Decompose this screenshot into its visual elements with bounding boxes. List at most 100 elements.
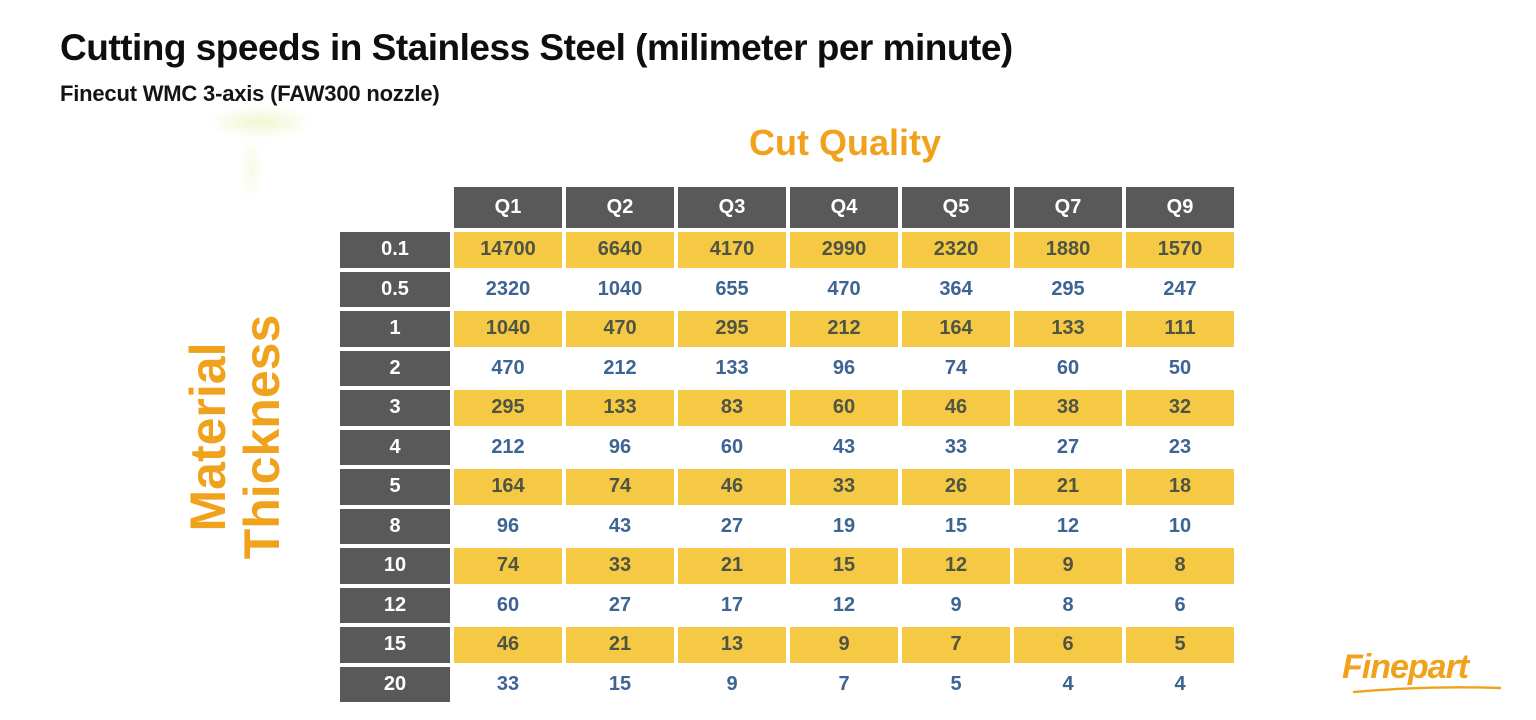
cell-8-q5: 15 [902,508,1010,544]
cell-8-q1: 96 [454,508,562,544]
cell-3-q5: 46 [902,390,1010,426]
row-header-10: 10 [340,548,450,584]
cell-2-q3: 133 [678,350,786,386]
cell-2-q5: 74 [902,350,1010,386]
cell-20-q9: 4 [1126,666,1234,702]
column-header-q5: Q5 [902,187,1010,228]
cell-15-q1: 46 [454,627,562,663]
column-header-q1: Q1 [454,187,562,228]
faint-artifact-smudge [238,135,264,205]
cell-20-q1: 33 [454,666,562,702]
cell-12-q1: 60 [454,587,562,623]
cell-12-q2: 27 [566,587,674,623]
cell-20-q4: 7 [790,666,898,702]
cell-2-q1: 470 [454,350,562,386]
cell-10-q1: 74 [454,548,562,584]
cell-8-q2: 43 [566,508,674,544]
cell-0.1-q3: 4170 [678,232,786,268]
cell-4-q1: 212 [454,429,562,465]
row-header-15: 15 [340,627,450,663]
cell-0.1-q5: 2320 [902,232,1010,268]
speed-table: Q1 Q2 Q3 Q4 Q5 Q7 Q9 0.1 14700 6640 4170 2990 2320 18… [340,187,1234,702]
row-header-8: 8 [340,508,450,544]
cell-15-q9: 5 [1126,627,1234,663]
cell-3-q2: 133 [566,390,674,426]
cell-12-q4: 12 [790,587,898,623]
cell-15-q7: 6 [1014,627,1122,663]
cell-2-q7: 60 [1014,350,1122,386]
row-header-3: 3 [340,390,450,426]
cell-4-q5: 33 [902,429,1010,465]
cell-10-q4: 15 [790,548,898,584]
cell-5-q2: 74 [566,469,674,505]
cell-8-q9: 10 [1126,508,1234,544]
row-header-1: 1 [340,311,450,347]
cell-12-q7: 8 [1014,587,1122,623]
cell-12-q9: 6 [1126,587,1234,623]
cell-0.1-q9: 1570 [1126,232,1234,268]
table-corner [340,187,450,228]
cell-5-q5: 26 [902,469,1010,505]
cell-15-q2: 21 [566,627,674,663]
cell-0.5-q3: 655 [678,271,786,307]
cell-20-q3: 9 [678,666,786,702]
cell-20-q5: 5 [902,666,1010,702]
cell-5-q1: 164 [454,469,562,505]
cell-0.1-q4: 2990 [790,232,898,268]
row-header-0.5: 0.5 [340,271,450,307]
logo-swoosh-underline [1352,686,1502,694]
cell-4-q3: 60 [678,429,786,465]
cell-20-q7: 4 [1014,666,1122,702]
cell-10-q2: 33 [566,548,674,584]
cell-8-q4: 19 [790,508,898,544]
row-header-20: 20 [340,666,450,702]
cell-0.5-q4: 470 [790,271,898,307]
cell-4-q9: 23 [1126,429,1234,465]
cell-5-q4: 33 [790,469,898,505]
column-header-q3: Q3 [678,187,786,228]
cell-10-q3: 21 [678,548,786,584]
cell-1-q7: 133 [1014,311,1122,347]
row-axis-label-line2: Thickness [234,314,290,560]
cell-0.5-q9: 247 [1126,271,1234,307]
cell-3-q3: 83 [678,390,786,426]
cell-8-q7: 12 [1014,508,1122,544]
column-axis-label: Cut Quality [748,122,941,163]
cell-12-q5: 9 [902,587,1010,623]
cell-3-q1: 295 [454,390,562,426]
cell-4-q7: 27 [1014,429,1122,465]
cell-3-q4: 60 [790,390,898,426]
cell-4-q2: 96 [566,429,674,465]
cell-1-q4: 212 [790,311,898,347]
row-header-5: 5 [340,469,450,505]
row-header-0.1: 0.1 [340,232,450,268]
cell-0.5-q2: 1040 [566,271,674,307]
cell-0.1-q7: 1880 [1014,232,1122,268]
cell-0.1-q2: 6640 [566,232,674,268]
cell-1-q5: 164 [902,311,1010,347]
column-header-q9: Q9 [1126,187,1234,228]
cell-5-q7: 21 [1014,469,1122,505]
cell-8-q3: 27 [678,508,786,544]
cell-2-q2: 212 [566,350,674,386]
faint-artifact-smudge [205,105,315,139]
row-header-4: 4 [340,429,450,465]
row-axis-label: Material Thickness [180,282,293,592]
finepart-logo: Finepart [1342,648,1469,686]
column-header-q7: Q7 [1014,187,1122,228]
row-header-12: 12 [340,587,450,623]
cell-20-q2: 15 [566,666,674,702]
page-title: Cutting speeds in Stainless Steel (milim… [60,27,1013,68]
cell-12-q3: 17 [678,587,786,623]
cell-10-q7: 9 [1014,548,1122,584]
row-axis-label-line1: Material [180,342,236,532]
page-subtitle: Finecut WMC 3-axis (FAW300 nozzle) [60,81,440,106]
cell-0.5-q1: 2320 [454,271,562,307]
row-header-2: 2 [340,350,450,386]
cell-3-q7: 38 [1014,390,1122,426]
cell-1-q9: 111 [1126,311,1234,347]
cell-15-q5: 7 [902,627,1010,663]
cell-10-q5: 12 [902,548,1010,584]
cell-3-q9: 32 [1126,390,1234,426]
cell-5-q9: 18 [1126,469,1234,505]
